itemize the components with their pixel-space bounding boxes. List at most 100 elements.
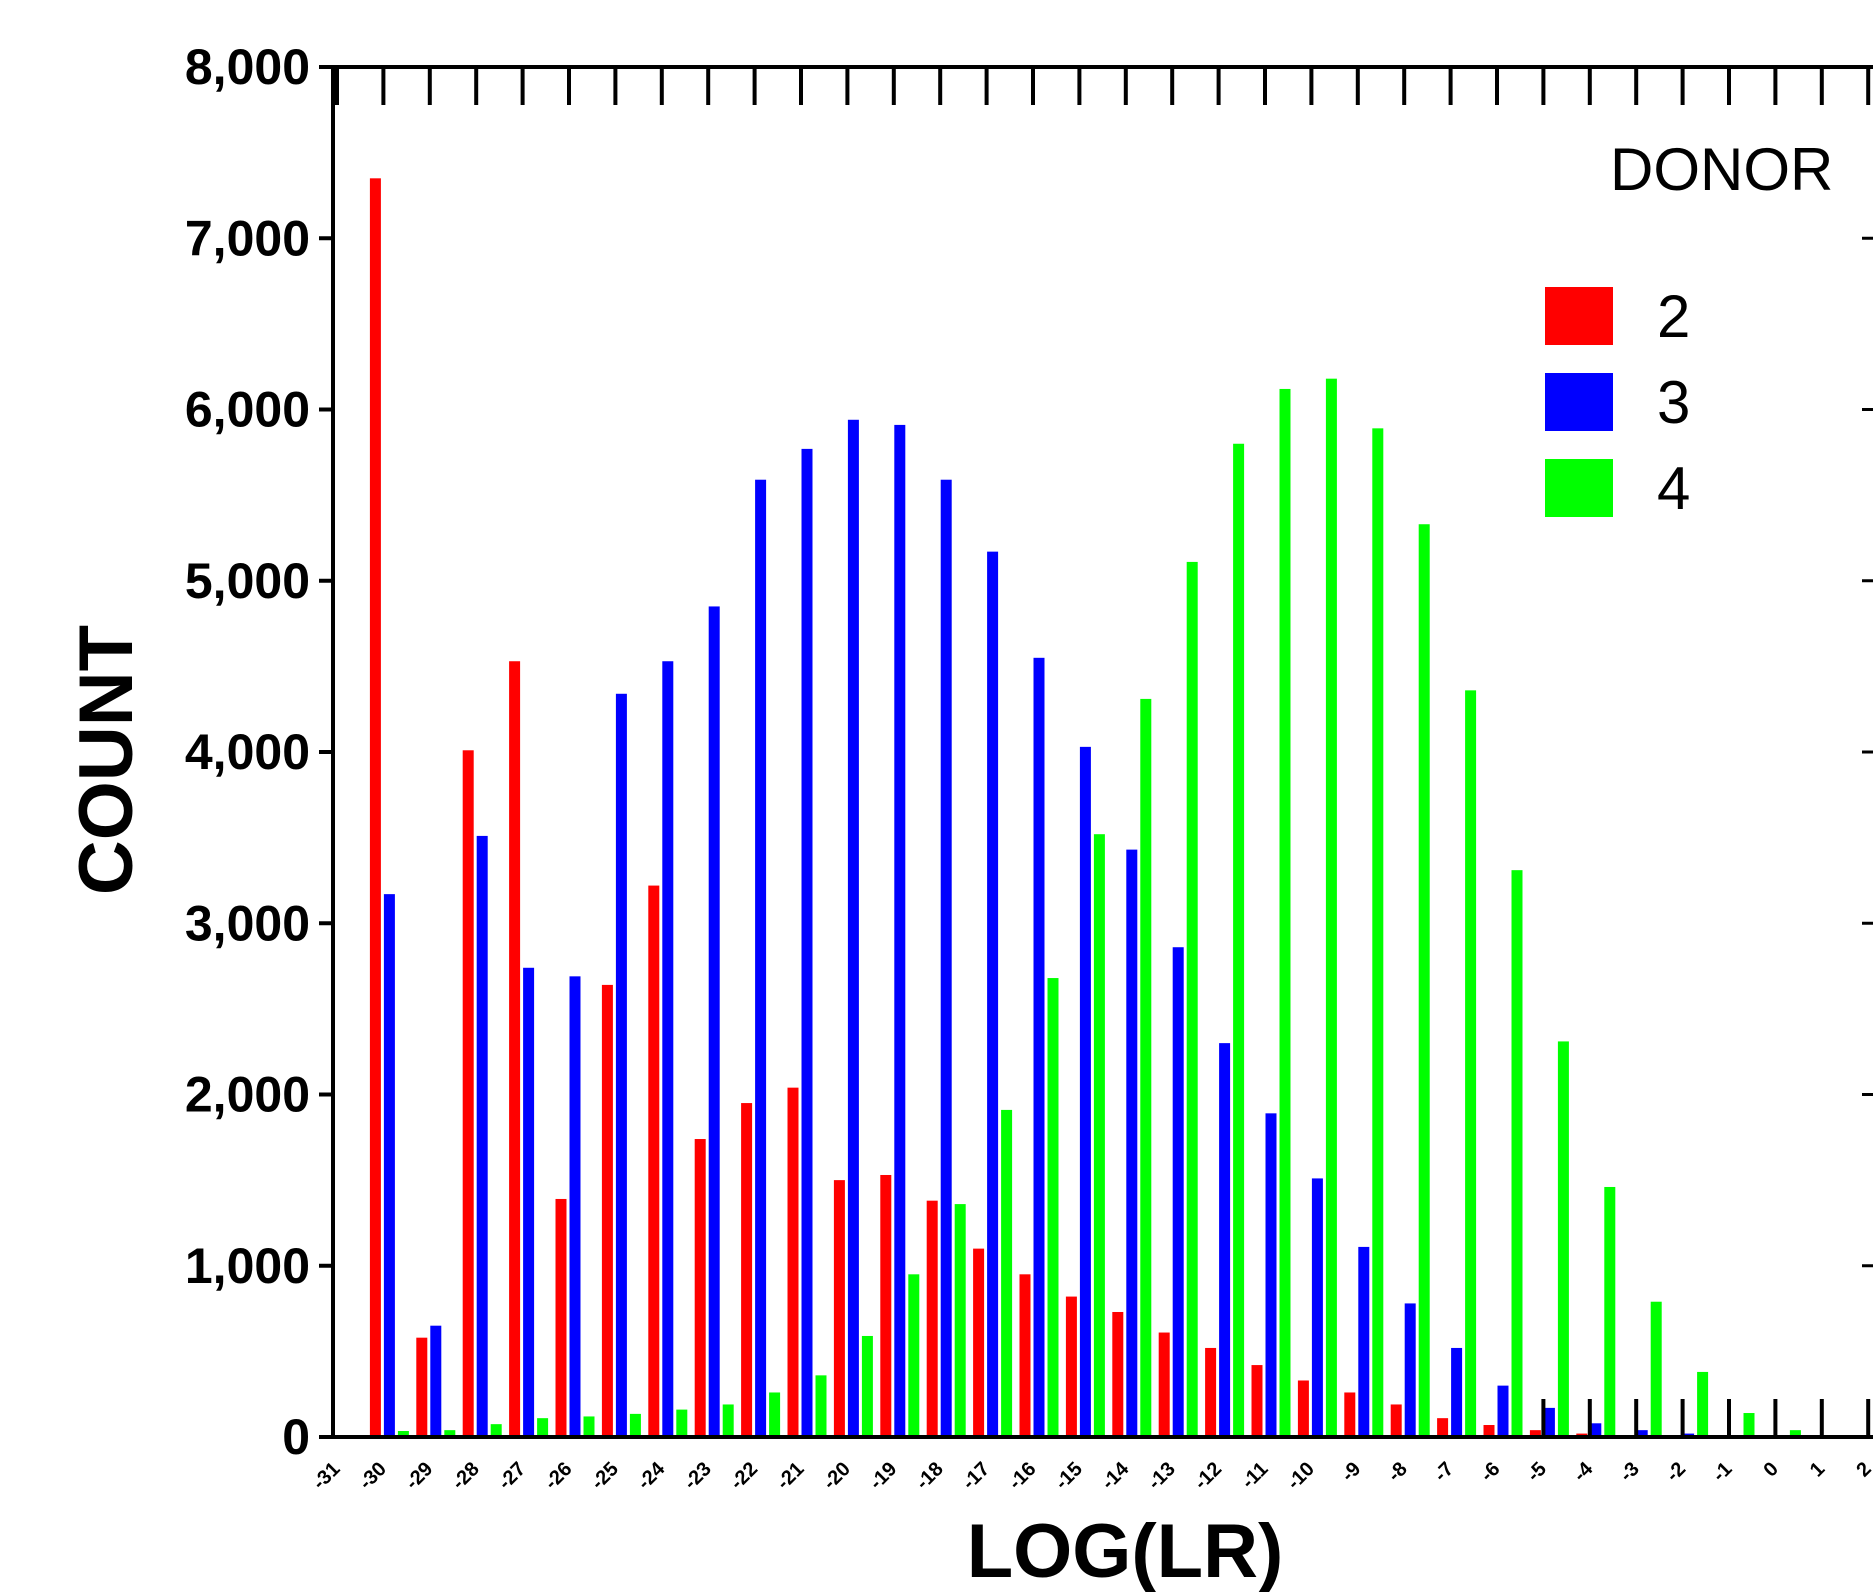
bar-series-4--15 bbox=[1093, 834, 1105, 1437]
x-tick-label: -11 bbox=[1237, 1458, 1272, 1493]
y-axis-title: COUNT bbox=[64, 625, 149, 895]
bar-series-3--6 bbox=[1497, 1385, 1509, 1437]
bar-series-3--22 bbox=[755, 479, 767, 1437]
bar-series-4--6 bbox=[1511, 870, 1523, 1437]
x-tick-label: -16 bbox=[1005, 1458, 1041, 1494]
bar-series-4--5 bbox=[1557, 1041, 1569, 1437]
bar-series-3--29 bbox=[430, 1325, 442, 1437]
bar-series-3--17 bbox=[987, 551, 999, 1437]
bar-series-2--18 bbox=[926, 1200, 938, 1437]
legend-swatch-2 bbox=[1545, 287, 1613, 345]
x-tick-label: 2 bbox=[1852, 1458, 1873, 1481]
bar-series-2--21 bbox=[787, 1087, 799, 1437]
bar-series-4--7 bbox=[1465, 690, 1477, 1437]
bar-series-2--5 bbox=[1529, 1430, 1541, 1437]
bar-series-4--10 bbox=[1325, 378, 1337, 1437]
x-tick-label: -24 bbox=[633, 1457, 670, 1494]
bar-series-3--26 bbox=[569, 976, 581, 1437]
x-tick-label: -31 bbox=[309, 1458, 345, 1494]
bar-series-2--23 bbox=[694, 1139, 706, 1437]
y-tick-labels: 0 1,000 2,000 3,000 4,000 5,000 6,000 7,000 8,00… bbox=[185, 39, 310, 1465]
x-tick-label: -7 bbox=[1430, 1458, 1458, 1486]
bar-series-3--11 bbox=[1265, 1113, 1277, 1437]
bar-series-4--3 bbox=[1650, 1301, 1662, 1437]
bar-series-3--5 bbox=[1543, 1407, 1555, 1437]
bar-series-4--24 bbox=[676, 1409, 688, 1437]
bar-series-4--2 bbox=[1697, 1371, 1709, 1437]
x-tick-label: -18 bbox=[912, 1458, 948, 1494]
x-tick-label: -15 bbox=[1051, 1458, 1087, 1494]
bar-series-4--30 bbox=[397, 1431, 409, 1437]
bar-series-4--16 bbox=[1047, 978, 1059, 1437]
y-tick-label: 3,000 bbox=[185, 895, 310, 951]
bar-series-2--8 bbox=[1390, 1404, 1402, 1437]
bar-series-2--16 bbox=[1019, 1274, 1031, 1437]
bar-series-2--15 bbox=[1065, 1296, 1077, 1437]
axes bbox=[319, 65, 1873, 1439]
y-tick-label: 5,000 bbox=[185, 553, 310, 609]
legend: DONOR 2 3 4 bbox=[1545, 136, 1833, 522]
legend-title: DONOR bbox=[1610, 136, 1833, 203]
y-tick-label: 1,000 bbox=[185, 1238, 310, 1294]
x-tick-label: -25 bbox=[587, 1458, 623, 1494]
x-tick-label: 0 bbox=[1760, 1458, 1783, 1481]
x-tick-label: -29 bbox=[401, 1458, 437, 1494]
x-tick-label: -14 bbox=[1097, 1457, 1134, 1494]
bar-series-2--25 bbox=[601, 984, 613, 1437]
bar-series-3--7 bbox=[1451, 1347, 1463, 1437]
x-tick-label: -28 bbox=[448, 1458, 484, 1494]
y-tick-label: 6,000 bbox=[185, 382, 310, 438]
bar-series-2--29 bbox=[416, 1337, 428, 1437]
bar-series-2--20 bbox=[833, 1180, 845, 1437]
bar-series-4--17 bbox=[1001, 1109, 1013, 1437]
x-tick-label: -30 bbox=[355, 1458, 391, 1494]
bar-series-4--21 bbox=[815, 1375, 827, 1437]
bar-series-4--22 bbox=[769, 1392, 781, 1437]
bar-series-4--1 bbox=[1743, 1413, 1755, 1437]
bar-series-2--17 bbox=[973, 1248, 985, 1437]
bar-series-3--27 bbox=[523, 967, 535, 1437]
bar-series-4--27 bbox=[537, 1418, 549, 1437]
bar-series-2--10 bbox=[1297, 1380, 1309, 1437]
bar-series-3--21 bbox=[801, 448, 813, 1437]
x-tick-label: 1 bbox=[1806, 1458, 1829, 1481]
bar-series-3--14 bbox=[1126, 849, 1138, 1437]
y-tick-label: 4,000 bbox=[185, 724, 310, 780]
bar-series-4--4 bbox=[1604, 1186, 1616, 1437]
bar-series-3--16 bbox=[1033, 657, 1045, 1437]
bar-series-3--18 bbox=[940, 479, 952, 1437]
bar-series-4--23 bbox=[722, 1404, 734, 1437]
x-tick-label: -13 bbox=[1144, 1458, 1180, 1494]
bar-series-4--12 bbox=[1233, 443, 1245, 1437]
x-axis-title: LOG(LR) bbox=[967, 1509, 1284, 1592]
x-tick-label: -2 bbox=[1662, 1458, 1690, 1486]
x-tick-label: -3 bbox=[1616, 1458, 1644, 1486]
bar-series-4--13 bbox=[1186, 561, 1198, 1437]
bar-series-2--26 bbox=[555, 1198, 567, 1437]
bar-series-3--23 bbox=[708, 606, 720, 1437]
bar-series-4--25 bbox=[629, 1413, 641, 1437]
tick-marks bbox=[335, 65, 1873, 1268]
bar-series-2--9 bbox=[1344, 1392, 1356, 1437]
bar-series-3--15 bbox=[1079, 746, 1091, 1437]
bar-series-4--9 bbox=[1372, 428, 1384, 1437]
bar-series-3--12 bbox=[1219, 1043, 1231, 1437]
bar-series-4--11 bbox=[1279, 388, 1291, 1438]
x-tick-label: -22 bbox=[726, 1458, 762, 1494]
bar-series-2--6 bbox=[1483, 1425, 1495, 1437]
legend-swatch-4 bbox=[1545, 459, 1613, 517]
x-tick-label: -23 bbox=[680, 1458, 716, 1494]
legend-label-3: 3 bbox=[1657, 369, 1690, 436]
bar-series-2--11 bbox=[1251, 1365, 1263, 1437]
x-tick-label: -6 bbox=[1476, 1458, 1504, 1486]
bar-series-3--19 bbox=[894, 424, 906, 1438]
x-tick-label: -26 bbox=[541, 1458, 577, 1494]
bar-series-3--13 bbox=[1172, 947, 1184, 1437]
x-tick-label: -12 bbox=[1190, 1458, 1226, 1494]
bar-series-2--24 bbox=[648, 885, 660, 1437]
y-tick-label: 8,000 bbox=[185, 39, 310, 95]
x-tick-labels: -31 -30 -29 -28 -27 -26 -25 -24 -23 -22 -21 -20 -19-… bbox=[309, 1457, 1873, 1494]
bar-series-4--8 bbox=[1418, 524, 1430, 1437]
bar-series-3--20 bbox=[847, 419, 859, 1437]
